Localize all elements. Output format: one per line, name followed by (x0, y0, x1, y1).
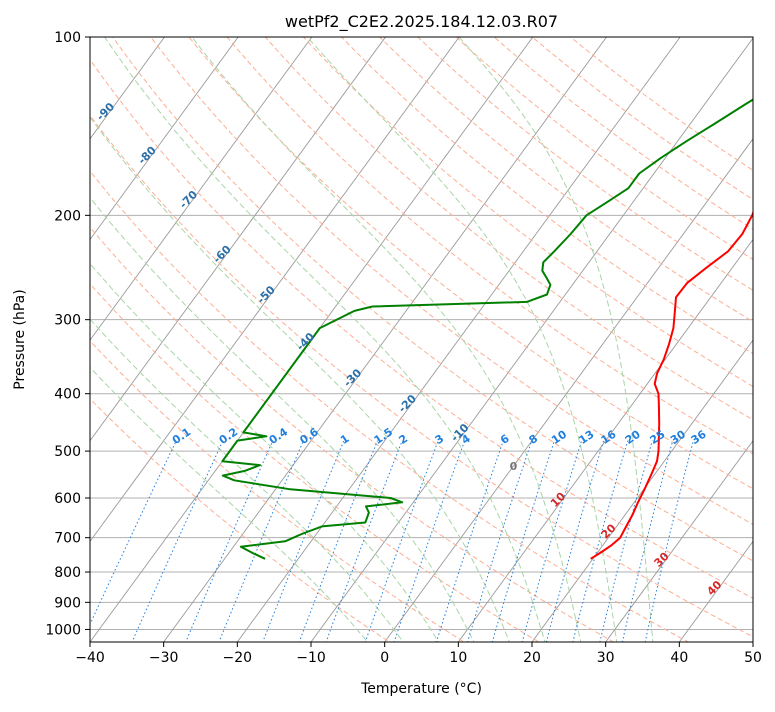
mixing-ratio-label: 6 (498, 432, 512, 447)
dry-adiabat-line (367, 24, 775, 654)
zero-wet-bulb-label: 0 (510, 460, 518, 473)
x-tick-label: 0 (380, 650, 389, 666)
isotherm-label-upper: -20 (396, 392, 419, 415)
dry-adiabat-line (517, 24, 775, 654)
isotherm-label-upper: -80 (136, 144, 159, 167)
x-tick-label: 50 (744, 650, 762, 666)
mixing-ratio-label: 10 (549, 427, 569, 447)
mixing-ratio-label: 20 (623, 427, 643, 447)
y-tick-label: 400 (54, 387, 81, 403)
dry-adiabat-line (0, 24, 483, 654)
mixing-ratio-label: 0.2 (217, 425, 240, 447)
mixing-ratio-line (322, 441, 403, 654)
isotherm-line (450, 24, 775, 654)
isotherm-line (597, 24, 775, 654)
dry-adiabat-line (0, 24, 635, 654)
isotherm-label-upper: -50 (255, 283, 278, 306)
dry-adiabat-line (179, 24, 775, 654)
mixing-ratio-line (519, 441, 582, 654)
moist-adiabat-line (0, 37, 411, 654)
mixing-ratio-label: 0.6 (297, 425, 321, 447)
mixing-ratio-line (127, 441, 223, 654)
isotherm-line (155, 24, 616, 654)
dewpoint-line (222, 37, 775, 559)
dry-adiabat-line (0, 24, 408, 654)
y-tick-label: 500 (54, 444, 81, 460)
moist-adiabat-line (0, 37, 480, 654)
y-tick-label: 800 (54, 565, 81, 581)
isotherm-label-upper: -90 (94, 100, 117, 123)
mixing-ratio-label: 25 (648, 428, 668, 447)
y-tick-label: 300 (54, 313, 81, 329)
dry-adiabat-line (480, 24, 775, 654)
isotherm-line (0, 24, 395, 654)
mixing-ratio-label: 3 (433, 432, 447, 447)
x-tick-label: −20 (223, 650, 253, 666)
isotherm-line (744, 24, 775, 654)
isotherm-label-lower: 40 (704, 578, 724, 598)
moist-adiabat-line (0, 37, 377, 654)
temperature-line (591, 37, 775, 559)
y-tick-label: 1000 (45, 622, 81, 638)
mixing-ratio-label: 1 (338, 432, 352, 447)
mixing-ratio-label: 2 (397, 432, 411, 447)
mixing-ratio-label: 30 (668, 427, 688, 447)
mixing-ratio-label: 0.1 (170, 425, 193, 447)
x-tick-label: −40 (75, 650, 105, 666)
dry-adiabat-line (404, 24, 775, 654)
x-tick-label: −10 (296, 650, 326, 666)
isotherm-label-upper: -100 (48, 56, 77, 85)
profile-lines (222, 37, 775, 559)
isotherm-label-lower: 10 (548, 490, 568, 510)
y-tick-label: 900 (54, 595, 81, 611)
x-tick-label: 10 (449, 650, 467, 666)
y-axis-label: Pressure (hPa) (12, 289, 28, 389)
chart-title: wetPf2_C2E2.2025.184.12.03.R07 (285, 12, 558, 32)
mixing-ratio-line (597, 441, 652, 654)
isotherm-label-upper: -30 (341, 366, 364, 389)
dry-adiabat-line (0, 24, 559, 654)
x-tick-label: −30 (149, 650, 179, 666)
mixing-ratio-label: 36 (689, 427, 709, 447)
dry-adiabat-line (329, 24, 775, 654)
isotherm-line (0, 24, 248, 654)
y-tick-label: 700 (54, 531, 81, 547)
y-tick-label: 600 (54, 491, 81, 507)
isotherm-line (8, 24, 469, 654)
mixing-ratio-line (643, 441, 694, 654)
x-tick-label: 30 (597, 650, 615, 666)
mixing-ratio-line (489, 441, 555, 654)
isotherm-label-upper: -70 (177, 188, 200, 211)
x-tick-label: 20 (523, 650, 541, 666)
moist-adiabat-line (459, 37, 654, 654)
isotherm-line (376, 24, 775, 654)
isotherm-label-lower: 30 (652, 549, 672, 569)
x-tick-label: 40 (670, 650, 688, 666)
isotherm-line (302, 24, 763, 654)
mixing-ratio-line (76, 441, 176, 654)
mixing-ratio-line (433, 441, 504, 654)
y-tick-label: 100 (54, 30, 81, 46)
y-tick-label: 200 (54, 208, 81, 224)
mixing-ratio-line (620, 441, 673, 654)
isotherm-label-lower: 20 (599, 521, 619, 541)
mixing-ratio-line (258, 441, 344, 654)
mixing-ratio-line (181, 441, 273, 654)
plot-frame (90, 37, 753, 642)
mixing-ratio-label: 13 (577, 428, 597, 447)
dry-adiabat-line (442, 24, 775, 654)
x-axis-label: Temperature (°C) (360, 681, 482, 697)
isotherm-line (523, 24, 775, 654)
mixing-ratio-label: 0.4 (267, 425, 291, 447)
